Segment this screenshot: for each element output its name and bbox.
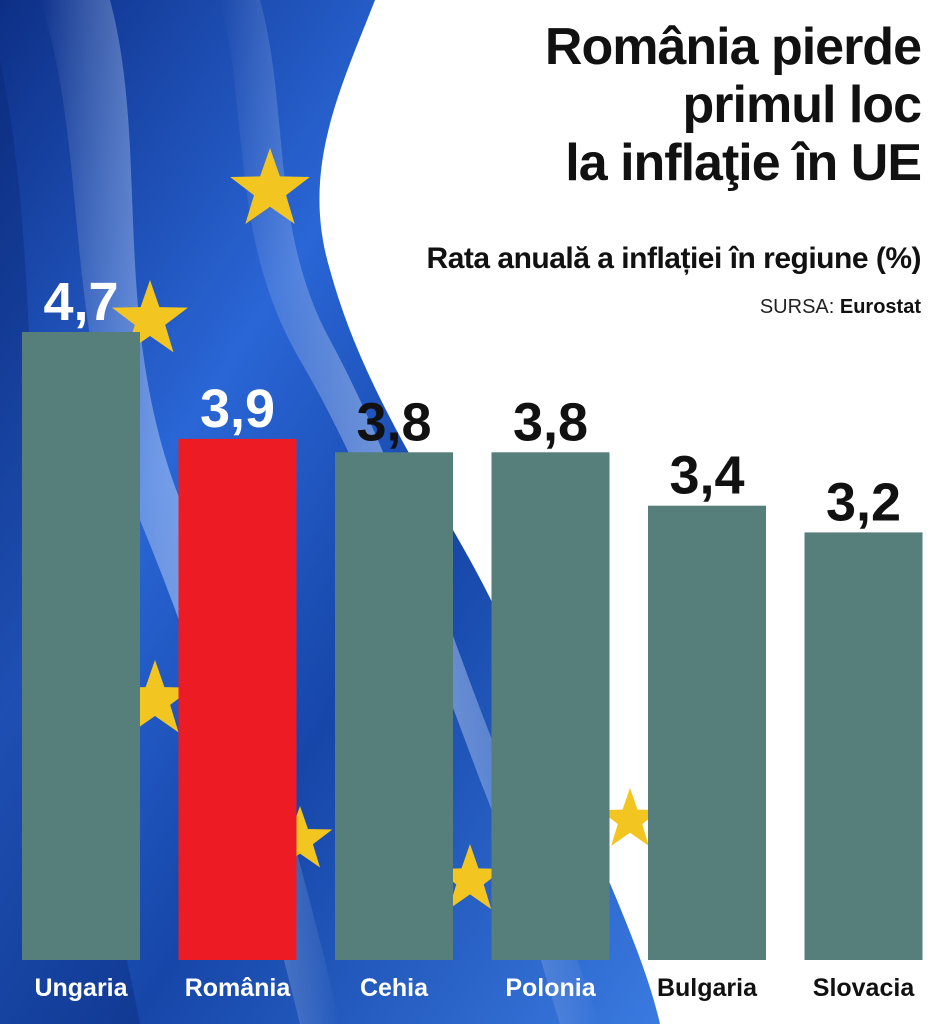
title-line: primul loc	[682, 76, 922, 134]
source-prefix: SURSA:	[759, 296, 835, 318]
category-label: România	[185, 974, 292, 1002]
star-icon	[435, 844, 505, 910]
chart-subtitle: Rata anuală a inflației în regiune (%)	[426, 242, 922, 275]
star-icon	[230, 148, 310, 224]
value-label: 3,2	[826, 472, 901, 532]
star-icon	[267, 806, 333, 868]
star-icon	[112, 280, 188, 353]
category-labels-group: Ungaria România Cehia Polonia Bulgaria Slovac…	[34, 974, 915, 1002]
bars-group	[22, 332, 923, 960]
category-label: Slovacia	[813, 974, 916, 1002]
star-icon	[117, 660, 193, 733]
title-line: România pierde	[544, 18, 922, 76]
bar-românia	[178, 438, 297, 960]
category-label: Cehia	[360, 974, 429, 1002]
value-labels-group: 4,7 3,9 3,8 3,8 3,4 3,2	[43, 272, 901, 532]
category-label: Bulgaria	[657, 974, 758, 1002]
bar-polonia	[491, 452, 610, 960]
bar-bulgaria	[648, 505, 766, 960]
value-label: 4,7	[43, 272, 118, 332]
title-line: la inflaţie în UE	[565, 134, 922, 192]
bar-cehia	[335, 452, 453, 960]
value-label: 3,8	[513, 392, 588, 452]
source-name: Eurostat	[839, 296, 921, 318]
category-label: Polonia	[505, 974, 596, 1002]
value-label: 3,8	[356, 392, 431, 452]
bar-slovacia	[804, 532, 923, 960]
source-note: SURSA: Eurostat	[760, 296, 921, 319]
chart-title: România pierde primul loc la inflaţie în…	[544, 18, 922, 192]
star-icon	[599, 788, 661, 846]
value-label: 3,4	[669, 446, 744, 506]
flag-stars	[112, 148, 661, 910]
category-label: Ungaria	[34, 974, 128, 1002]
bar-ungaria	[22, 332, 140, 960]
value-label: 3,9	[200, 379, 275, 439]
